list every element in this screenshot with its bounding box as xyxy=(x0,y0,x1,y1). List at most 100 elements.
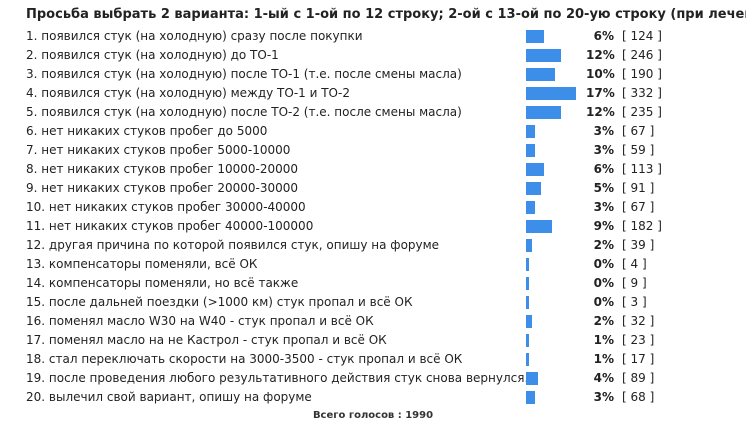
poll-bar-track xyxy=(526,388,586,407)
poll-option-percent: 3% xyxy=(593,143,614,157)
poll-bar xyxy=(526,296,529,309)
poll-option-votes: [ 124 ] xyxy=(622,29,662,43)
poll-option-label: 17. поменял масло на не Кастрол - стук п… xyxy=(26,333,387,347)
poll-option-row: 14. компенсаторы поменяли, но всё также 0… xyxy=(26,274,746,293)
poll-bar-track xyxy=(526,141,586,160)
poll-option-row: 8. нет никаких стуков пробег 10000-20000… xyxy=(26,160,746,179)
poll-option-label: 5. появился стук (на холодную) после ТО-… xyxy=(26,105,462,119)
poll-bar xyxy=(526,30,544,43)
poll-option-percent: 1% xyxy=(593,352,614,366)
poll-option-votes: [ 235 ] xyxy=(622,105,662,119)
poll-option-row: 15. после дальней поездки (>1000 км) сту… xyxy=(26,293,746,312)
poll-option-percent: 3% xyxy=(593,124,614,138)
poll-option-row: 2. появился стук (на холодную) до ТО-1 12… xyxy=(26,46,746,65)
poll-option-row: 19. после проведения любого результативн… xyxy=(26,369,746,388)
poll-bar-track xyxy=(526,255,586,274)
poll-bar-track xyxy=(526,236,586,255)
poll-bar-track xyxy=(526,217,586,236)
poll-option-label: 2. появился стук (на холодную) до ТО-1 xyxy=(26,48,279,62)
poll-option-votes: [ 4 ] xyxy=(622,257,647,271)
poll-option-row: 20. вылечил свой вариант, опишу на форум… xyxy=(26,388,746,407)
poll-option-votes: [ 17 ] xyxy=(622,352,655,366)
poll-option-label: 16. поменял масло W30 на W40 - стук проп… xyxy=(26,314,374,328)
poll-bar-track xyxy=(526,65,586,84)
poll-option-votes: [ 23 ] xyxy=(622,333,655,347)
poll-bar-track xyxy=(526,27,586,46)
poll-option-label: 9. нет никаких стуков пробег 20000-30000 xyxy=(26,181,299,195)
poll-option-label: 19. после проведения любого результативн… xyxy=(26,371,526,385)
poll-option-row: 7. нет никаких стуков пробег 5000-10000 3… xyxy=(26,141,746,160)
poll-bar-track xyxy=(526,122,586,141)
poll-option-percent: 6% xyxy=(593,162,614,176)
poll-option-label: 11. нет никаких стуков пробег 40000-1000… xyxy=(26,219,314,233)
poll-option-label: 4. появился стук (на холодную) между ТО-… xyxy=(26,86,350,100)
poll-option-row: 12. другая причина по которой появился с… xyxy=(26,236,746,255)
poll-option-votes: [ 246 ] xyxy=(622,48,662,62)
poll-bar xyxy=(526,391,535,404)
poll-option-percent: 0% xyxy=(593,276,614,290)
poll-bar xyxy=(526,87,576,100)
poll-option-row: 3. появился стук (на холодную) после ТО-… xyxy=(26,65,746,84)
poll-bar-track xyxy=(526,331,586,350)
poll-bar xyxy=(526,239,532,252)
poll-option-votes: [ 3 ] xyxy=(622,295,647,309)
total-votes: Всего голосов : 1990 xyxy=(312,410,434,421)
poll-option-row: 10. нет никаких стуков пробег 30000-4000… xyxy=(26,198,746,217)
poll-option-label: 6. нет никаких стуков пробег до 5000 xyxy=(26,124,268,138)
poll-bar xyxy=(526,315,532,328)
poll-option-votes: [ 190 ] xyxy=(622,67,662,81)
poll-bar xyxy=(526,144,535,157)
poll-option-percent: 12% xyxy=(586,48,615,62)
poll-bar-track xyxy=(526,274,586,293)
poll-bar xyxy=(526,68,555,81)
poll-option-row: 9. нет никаких стуков пробег 20000-30000… xyxy=(26,179,746,198)
poll-option-percent: 2% xyxy=(593,314,614,328)
poll-option-percent: 0% xyxy=(593,295,614,309)
poll-option-row: 16. поменял масло W30 на W40 - стук проп… xyxy=(26,312,746,331)
poll-bar xyxy=(526,220,552,233)
poll-option-votes: [ 332 ] xyxy=(622,86,662,100)
poll-option-votes: [ 67 ] xyxy=(622,124,655,138)
poll-option-label: 18. стал переключать скорости на 3000-35… xyxy=(26,352,463,366)
poll-bar xyxy=(526,372,538,385)
poll-option-label: 1. появился стук (на холодную) сразу пос… xyxy=(26,29,363,43)
poll-option-votes: [ 9 ] xyxy=(622,276,647,290)
poll-bar-track xyxy=(526,198,586,217)
poll-option-votes: [ 89 ] xyxy=(622,371,655,385)
poll-option-votes: [ 32 ] xyxy=(622,314,655,328)
poll-bar xyxy=(526,353,529,366)
poll-option-votes: [ 113 ] xyxy=(622,162,662,176)
poll-option-row: 6. нет никаких стуков пробег до 5000 3% [ … xyxy=(26,122,746,141)
poll-option-percent: 10% xyxy=(586,67,615,81)
poll-bar-track xyxy=(526,160,586,179)
poll-bar-track xyxy=(526,84,586,103)
poll-bar-track xyxy=(526,369,586,388)
poll-bar xyxy=(526,182,541,195)
poll-option-row: 11. нет никаких стуков пробег 40000-1000… xyxy=(26,217,746,236)
poll-option-row: 4. появился стук (на холодную) между ТО-… xyxy=(26,84,746,103)
poll-option-percent: 2% xyxy=(593,238,614,252)
poll-option-votes: [ 59 ] xyxy=(622,143,655,157)
poll-option-label: 7. нет никаких стуков пробег 5000-10000 xyxy=(26,143,291,157)
poll-bar xyxy=(526,277,529,290)
poll-option-percent: 3% xyxy=(593,200,614,214)
poll-option-label: 15. после дальней поездки (>1000 км) сту… xyxy=(26,295,413,309)
poll-option-percent: 0% xyxy=(593,257,614,271)
poll-bar-track xyxy=(526,46,586,65)
poll-option-row: 18. стал переключать скорости на 3000-35… xyxy=(26,350,746,369)
poll-option-votes: [ 39 ] xyxy=(622,238,655,252)
poll-option-row: 1. появился стук (на холодную) сразу пос… xyxy=(26,27,746,46)
poll-option-percent: 5% xyxy=(593,181,614,195)
poll-option-label: 10. нет никаких стуков пробег 30000-4000… xyxy=(26,200,306,214)
poll-bar-track xyxy=(526,293,586,312)
poll-option-votes: [ 67 ] xyxy=(622,200,655,214)
poll-title: Просьба выбрать 2 варианта: 1-ый с 1-ой … xyxy=(26,7,746,22)
poll-bar-track xyxy=(526,350,586,369)
poll-option-percent: 12% xyxy=(586,105,615,119)
poll-bar xyxy=(526,125,535,138)
poll-option-percent: 4% xyxy=(593,371,614,385)
poll-bar xyxy=(526,163,544,176)
poll-option-votes: [ 68 ] xyxy=(622,390,655,404)
poll-bar xyxy=(526,258,529,271)
